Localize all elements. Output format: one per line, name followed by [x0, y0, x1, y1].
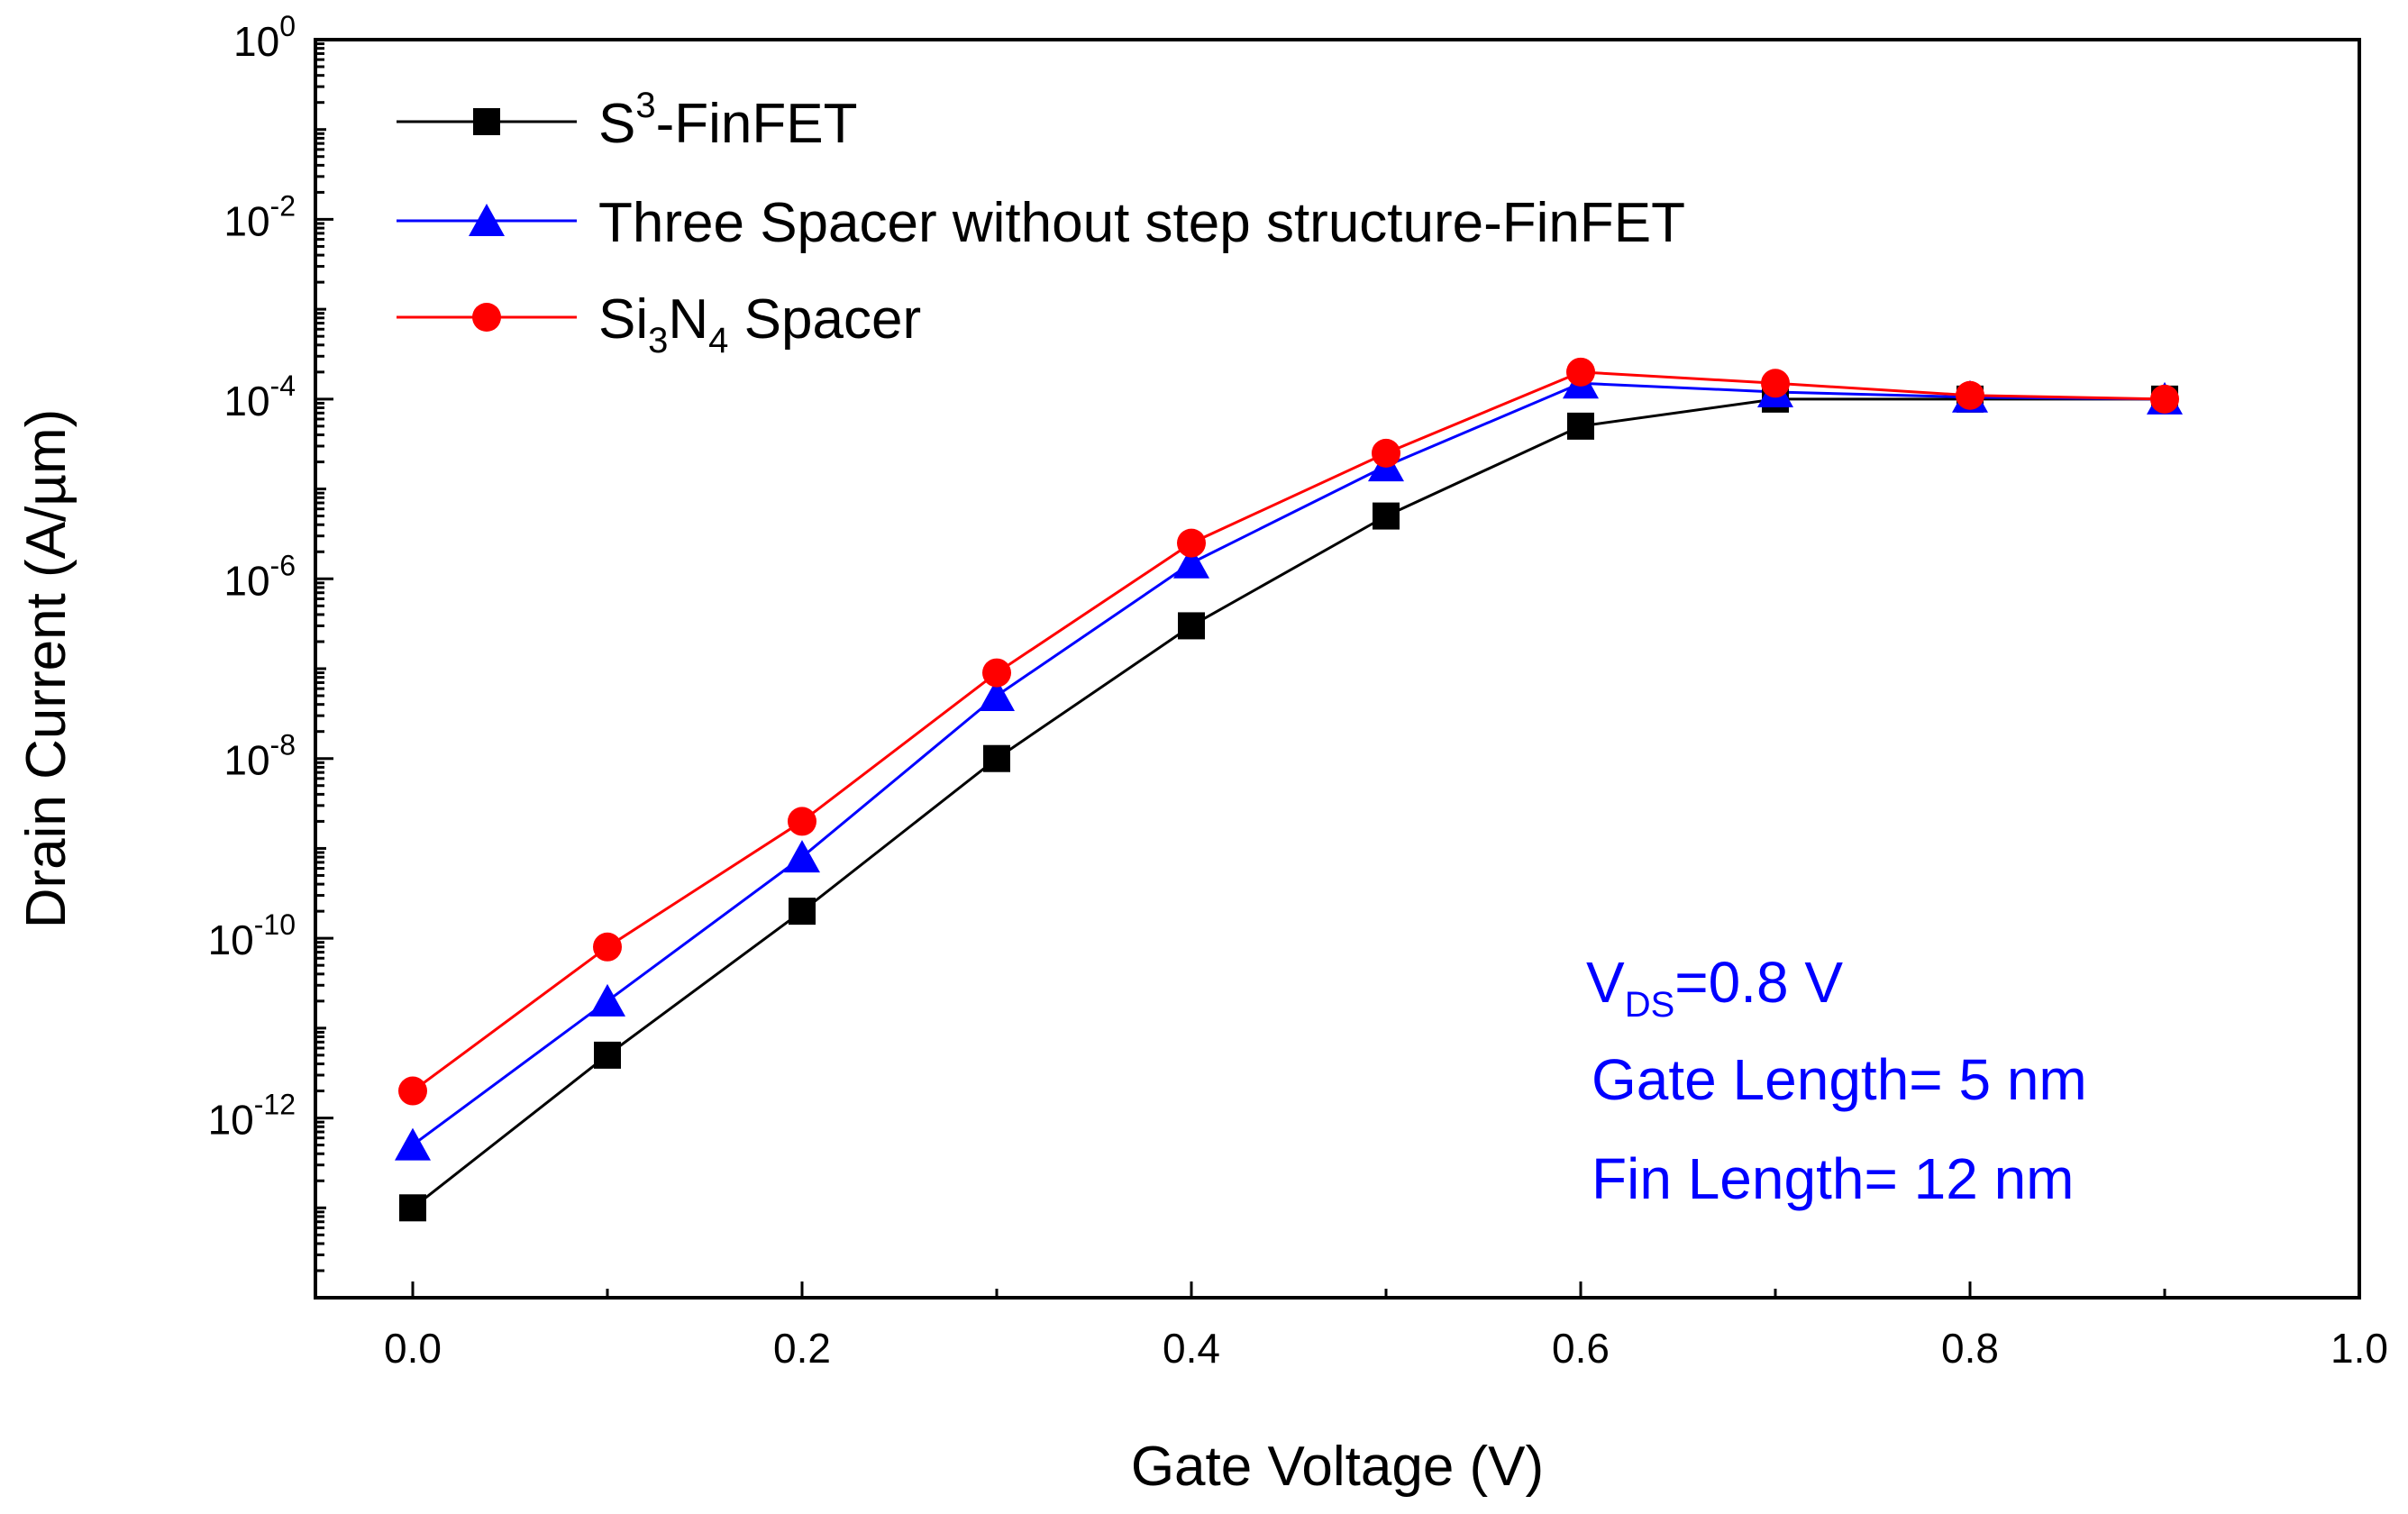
data-point-series-2 [398, 1076, 427, 1106]
data-point-series-0 [1567, 412, 1594, 440]
series-line-2 [412, 370, 2166, 1092]
legend-label-s3-finfet: S3-FinFET [598, 86, 857, 155]
data-point-series-0 [1373, 502, 1400, 530]
x-tick-label: 1.0 [2330, 1325, 2388, 1372]
y-tick-label: 10-4 [223, 369, 296, 424]
y-axis-title: Drain Current (A/µm) [15, 409, 78, 929]
y-tick-label: 10-6 [223, 549, 296, 604]
data-point-series-1 [979, 679, 1015, 712]
data-point-series-2 [1566, 357, 1595, 387]
data-point-series-2 [982, 658, 1011, 688]
data-point-series-2 [1177, 528, 1206, 558]
annotation-fin-length: Fin Length= 12 nm [1592, 1146, 2074, 1211]
data-point-series-2 [2150, 384, 2179, 414]
data-point-series-1 [1173, 545, 1209, 579]
series-line-0 [412, 397, 2165, 1209]
series-markers [395, 357, 2183, 1222]
y-tick-label: 100 [233, 10, 296, 65]
x-tick-label: 0.4 [1163, 1325, 1220, 1372]
data-point-series-1 [784, 840, 820, 873]
annotation-vds: VDS=0.8 V [1586, 950, 1843, 1025]
data-point-series-0 [1178, 612, 1205, 640]
data-point-series-2 [1372, 438, 1400, 468]
x-axis-title: Gate Voltage (V) [1131, 1436, 1544, 1498]
data-point-series-1 [395, 1127, 431, 1161]
data-point-series-0 [789, 898, 816, 926]
data-point-series-2 [593, 932, 622, 962]
y-tick-label: 10-12 [208, 1089, 296, 1144]
x-tick-label: 0.8 [1941, 1325, 1999, 1372]
x-tick-labels: 0.0 0.2 0.4 0.6 0.8 1.0 [384, 1325, 2388, 1372]
legend-marker-three-spacer [469, 204, 505, 236]
legend: S3-FinFET Three Spacer without step stru… [397, 86, 1685, 360]
y-tick-labels: 100 10-2 10-4 10-6 10-8 10-10 10-12 [208, 10, 296, 1144]
y-tick-label: 10-10 [208, 908, 296, 963]
device-annotation: VDS=0.8 V Gate Length= 5 nm Fin Length= … [1586, 950, 2087, 1211]
series-lines [412, 370, 2166, 1209]
legend-label-si3n4-spacer: Si3N4 Spacer [598, 288, 921, 360]
data-point-series-0 [983, 744, 1010, 772]
y-tick-label: 10-2 [223, 189, 296, 244]
data-point-series-0 [399, 1194, 426, 1222]
axis-ticks [315, 38, 2361, 1300]
data-point-series-1 [589, 983, 625, 1017]
legend-marker-si3n4-spacer [472, 303, 501, 332]
data-point-series-0 [594, 1041, 621, 1069]
annotation-gate-length: Gate Length= 5 nm [1592, 1047, 2087, 1112]
x-tick-label: 0.0 [384, 1325, 442, 1372]
y-tick-label: 10-8 [223, 729, 296, 784]
legend-label-three-spacer: Three Spacer without step structure-FinF… [598, 192, 1685, 254]
x-tick-label: 0.6 [1552, 1325, 1610, 1372]
data-point-series-2 [788, 807, 816, 836]
data-point-series-2 [1956, 380, 1984, 410]
x-tick-label: 0.2 [773, 1325, 831, 1372]
legend-marker-s3-finfet [473, 108, 500, 135]
data-point-series-2 [1761, 369, 1790, 398]
series-line-1 [412, 381, 2166, 1146]
